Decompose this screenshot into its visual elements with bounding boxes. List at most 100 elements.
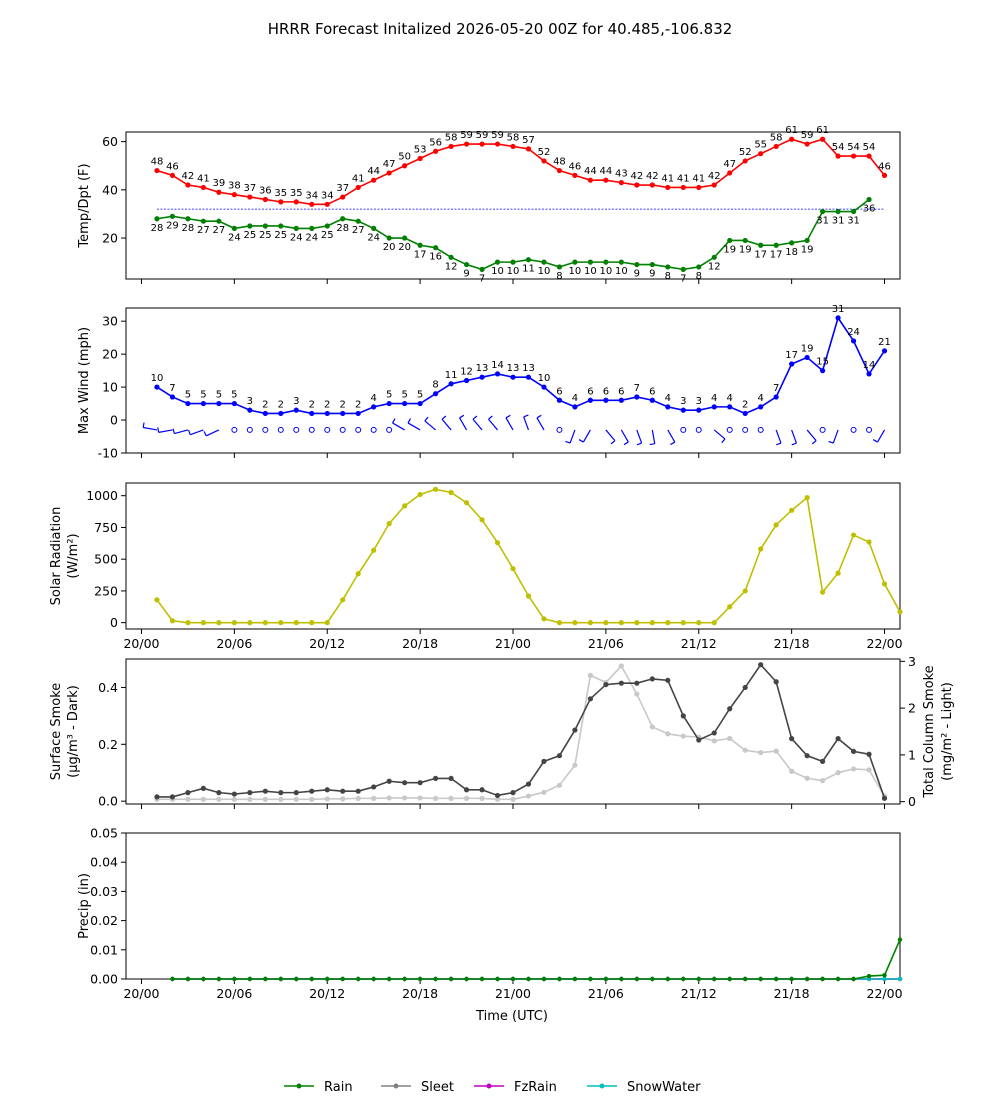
dewpoint-data-label: 7 [479,273,485,284]
wind-data-label: 5 [185,390,191,401]
dewpoint-point [850,208,857,215]
temperature-data-label: 61 [816,125,829,136]
dewpoint-point [494,259,501,265]
temperature-data-label: 41 [197,173,210,184]
dewpoint-point [603,259,609,265]
smoke-surface-point [200,785,206,791]
smoke-column-point [262,796,268,802]
temperature-data-label: 55 [754,140,767,151]
dewpoint-point [572,259,578,265]
temperature-data-label: 41 [352,173,365,184]
wind-point [293,407,299,413]
wind-data-label: 5 [417,390,423,401]
wind-point [355,410,361,417]
wind-data-label: 5 [231,390,237,401]
temperature-data-label: 34 [305,190,318,201]
temperature-data-label: 44 [600,166,613,177]
y-tick-label: 60 [102,134,118,149]
y-axis-label: Solar Radiation [49,507,64,606]
y-tick-label: 0.2 [98,737,118,752]
wind-data-label: 14 [491,360,504,371]
wind-data-label: 8 [432,380,438,391]
temperature-data-label: 52 [739,147,752,158]
wind-barb [174,429,189,435]
wind-data-label: 15 [816,357,829,368]
temperature-point [154,167,160,174]
wind-barb-flag [488,415,493,420]
solar-point [727,604,733,610]
rain-point [232,976,237,982]
wind-point [154,384,160,390]
solar-point [634,620,640,626]
wind-barb-calm [386,426,393,433]
dewpoint-point [820,208,826,215]
smoke-surface-point [463,787,470,793]
dewpoint-data-label: 20 [398,242,411,253]
wind-barb-calm [757,426,764,433]
smoke-column-point [618,663,624,669]
wind-data-label: 13 [522,363,535,374]
wind-barb-flag [872,439,878,443]
wind-barb-calm [355,426,362,433]
dewpoint-data-label: 29 [166,220,179,231]
wind-data-label: 5 [216,390,222,401]
y-tick-label: 0.0 [98,794,118,809]
smoke-column-point [324,796,330,802]
temperature-data-label: 43 [615,169,628,180]
dewpoint-data-label: 17 [770,249,783,260]
solar-point [773,522,779,528]
solar-point [448,489,454,496]
y-axis-label: Surface Smoke [49,683,64,781]
wind-barb [569,429,576,444]
smoke-column-point [556,782,563,788]
dewpoint-data-label: 10 [538,266,551,277]
temperature-point [680,184,686,191]
temperature-data-label: 41 [661,173,674,184]
dewpoint-point [773,242,779,248]
smoke-surface-point [216,790,222,796]
solar-point [835,570,841,576]
dewpoint-point [835,208,841,215]
solar-point [881,581,888,587]
smoke-column-point [649,724,655,730]
temperature-data-label: 58 [507,132,520,143]
dewpoint-point [541,259,547,265]
y-tick-label: 20 [102,347,118,362]
wind-barb-calm [819,426,826,433]
dewpoint-data-label: 24 [228,232,241,243]
smoke-column-point [804,775,810,781]
temperature-point [696,184,702,191]
rain-line [172,939,901,980]
temperature-point [278,199,284,205]
smoke-column-point [510,796,516,802]
wind-barb [488,418,498,431]
wind-data-label: 2 [355,399,361,410]
wind-point [433,391,439,397]
wind-barb-calm [850,426,857,433]
rain-point [356,976,361,982]
rain-point [696,976,701,982]
dewpoint-point [866,196,872,203]
smoke-column-point [185,796,191,802]
wind-barb-calm [262,426,269,433]
solar-point [185,620,191,626]
wind-point [758,404,764,410]
dewpoint-point [649,261,655,268]
solar-point [293,620,299,626]
wind-barb-calm [742,426,749,433]
smoke-column-point [742,747,748,753]
x-axis-label: Time (UTC) [475,1009,548,1024]
wind-data-label: 4 [370,393,376,404]
wind-barb [424,420,436,431]
rain-point [866,973,872,979]
solar-point [850,532,857,538]
smoke-column-point [587,672,594,678]
legend-label-rain: Rain [324,1080,353,1095]
dewpoint-data-label: 27 [197,225,210,236]
temperature-data-label: 38 [228,181,241,192]
rain-point [185,976,191,982]
y-axis-label: Temp/Dpt (F) [77,163,92,248]
temperature-point [711,182,717,188]
temperature-point [618,180,624,186]
solar-point [603,620,609,626]
